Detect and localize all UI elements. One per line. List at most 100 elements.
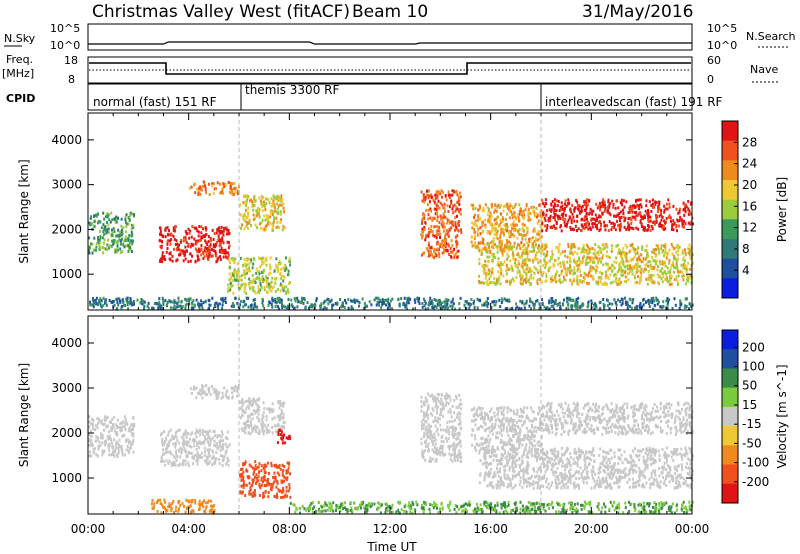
echo-cell [88, 443, 90, 447]
echo-cell [165, 438, 168, 442]
echo-cell [162, 234, 165, 238]
echo-cell [453, 254, 456, 257]
echo-cell [200, 244, 203, 248]
echo-cell [441, 242, 443, 246]
echo-cell [231, 387, 234, 391]
echo-cell [245, 263, 248, 267]
echo-cell [628, 208, 631, 212]
echo-cell [208, 299, 211, 303]
echo-cell [442, 221, 445, 225]
echo-cell [265, 202, 268, 206]
echo-cell [499, 221, 502, 224]
echo-cell [152, 306, 155, 310]
echo-cell [183, 254, 186, 257]
echo-cell [591, 222, 594, 226]
echo-cell [682, 258, 685, 262]
echo-cell [506, 205, 509, 209]
echo-cell [97, 240, 100, 244]
echo-cell [554, 212, 556, 216]
echo-cell [275, 301, 278, 305]
echo-cell [480, 281, 483, 285]
echo-cell [233, 261, 236, 265]
echo-cell [685, 267, 688, 271]
echo-cell [447, 230, 450, 234]
echo-cell [207, 307, 210, 311]
echo-cell [451, 304, 454, 308]
echo-cell [539, 278, 542, 281]
echo-cell [468, 302, 471, 306]
echo-cell [619, 251, 621, 255]
echo-cell [611, 244, 614, 248]
echo-cell [188, 186, 191, 190]
echo-cell [500, 272, 502, 276]
echo-cell [259, 199, 262, 203]
echo-cell [601, 272, 603, 276]
echo-cell [485, 272, 488, 276]
echo-cell [434, 252, 437, 256]
echo-cell [286, 469, 289, 473]
echo-cell [219, 240, 222, 244]
echo-cell [276, 495, 279, 499]
echo-cell [107, 223, 110, 227]
echo-cell [262, 480, 264, 484]
echo-cell [267, 282, 270, 286]
echo-cell [521, 228, 524, 232]
echo-cell [581, 303, 584, 307]
echo-cell [518, 212, 521, 216]
echo-cell [249, 432, 252, 436]
echo-cell [504, 218, 507, 222]
echo-cell [473, 307, 476, 310]
echo-cell [525, 267, 528, 271]
echo-cell [502, 232, 505, 235]
echo-cell [602, 305, 605, 309]
echo-cell [244, 494, 247, 497]
echo-cell [265, 263, 268, 267]
echo-cell [121, 421, 124, 425]
echo-cell [629, 264, 632, 268]
echo-cell [323, 300, 326, 304]
echo-cell [94, 428, 97, 432]
echo-cell [168, 459, 171, 463]
echo-cell [182, 433, 185, 437]
echo-cell [647, 218, 650, 222]
echo-cell [443, 250, 446, 254]
echo-cell [201, 396, 204, 400]
echo-cell [283, 276, 286, 280]
echo-cell [252, 213, 255, 217]
echo-cell [480, 249, 483, 253]
echo-cell [249, 413, 252, 416]
echo-cell [428, 253, 430, 257]
echo-cell [102, 241, 105, 245]
echo-region-0 [88, 415, 136, 459]
echo-cell [677, 246, 680, 250]
echo-cell [492, 252, 495, 256]
echo-cell [281, 306, 284, 309]
echo-cell [385, 303, 388, 307]
echo-cell [260, 271, 263, 274]
echo-cell [213, 509, 216, 513]
echo-cell [228, 265, 231, 269]
echo-cell [239, 203, 242, 207]
echo-cell [667, 279, 670, 283]
echo-cell [687, 221, 690, 225]
echo-cell [544, 264, 547, 267]
echo-cell [263, 407, 266, 411]
echo-cell [521, 254, 523, 258]
echo-cell [569, 271, 572, 275]
echo-cell [456, 214, 458, 218]
echo-cell [534, 212, 537, 216]
echo-cell [247, 425, 250, 429]
echo-cell [209, 437, 212, 441]
echo-cell [546, 306, 549, 310]
echo-cell [490, 230, 493, 234]
echo-cell [528, 237, 531, 241]
echo-cell [611, 225, 614, 229]
echo-cell [173, 463, 176, 467]
echo-cell [258, 196, 261, 200]
echo-cell [168, 252, 171, 256]
echo-cell [568, 298, 571, 302]
echo-cell [179, 462, 182, 466]
echo-cell [583, 227, 586, 231]
echo-cell [262, 432, 265, 436]
echo-cell [221, 238, 224, 242]
